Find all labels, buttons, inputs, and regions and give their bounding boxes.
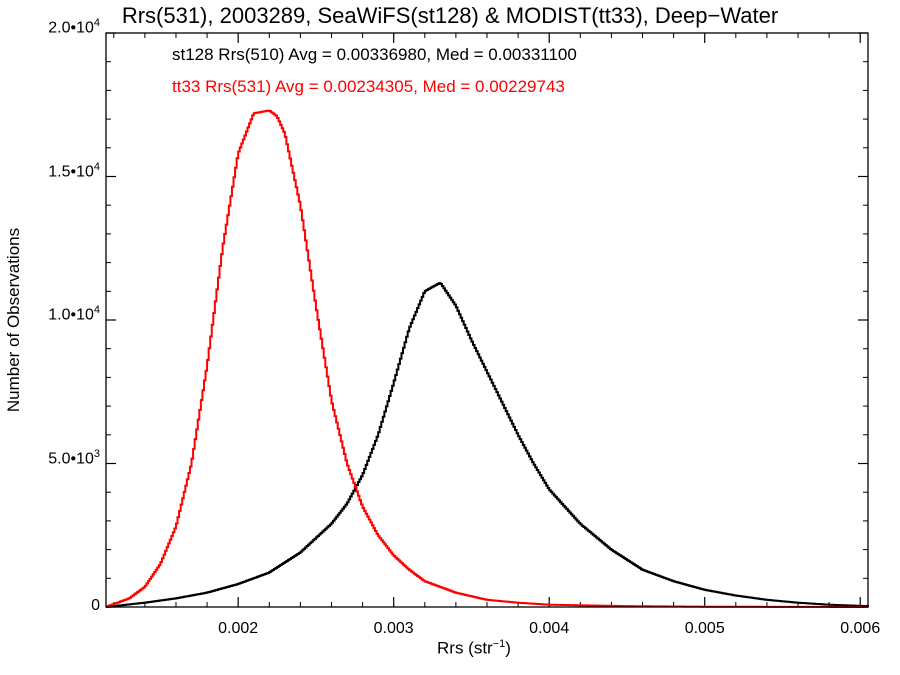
- x-tick-label: 0.002: [218, 620, 258, 637]
- series-layer: [106, 109, 869, 608]
- annotation-tt33: tt33 Rrs(531) Avg = 0.00234305, Med = 0.…: [172, 77, 565, 96]
- x-axis-label: Rrs (str−1): [437, 638, 511, 658]
- chart-title: Rrs(531), 2003289, SeaWiFS(st128) & MODI…: [121, 3, 779, 28]
- x-tick-label: 0.006: [840, 620, 880, 637]
- annotation-st128: st128 Rrs(510) Avg = 0.00336980, Med = 0…: [172, 45, 577, 64]
- y-tick-label: 0: [91, 597, 100, 614]
- y-tick-label: 1.5•104: [48, 160, 100, 180]
- x-tick-label: 0.003: [374, 620, 414, 637]
- series-tt33-line: [106, 109, 868, 608]
- plot-frame: [105, 32, 869, 608]
- y-tick-label: 5.0•103: [48, 447, 100, 467]
- axes-layer: 0.002 0.003 0.004 0.005 0.006: [106, 32, 880, 637]
- y-tick-label: 1.0•104: [48, 304, 100, 324]
- y-tick-label: 2.0•104: [48, 17, 100, 37]
- series-st128-line: [106, 282, 869, 608]
- x-tick-label: 0.004: [529, 620, 569, 637]
- x-tick-label: 0.005: [685, 620, 725, 637]
